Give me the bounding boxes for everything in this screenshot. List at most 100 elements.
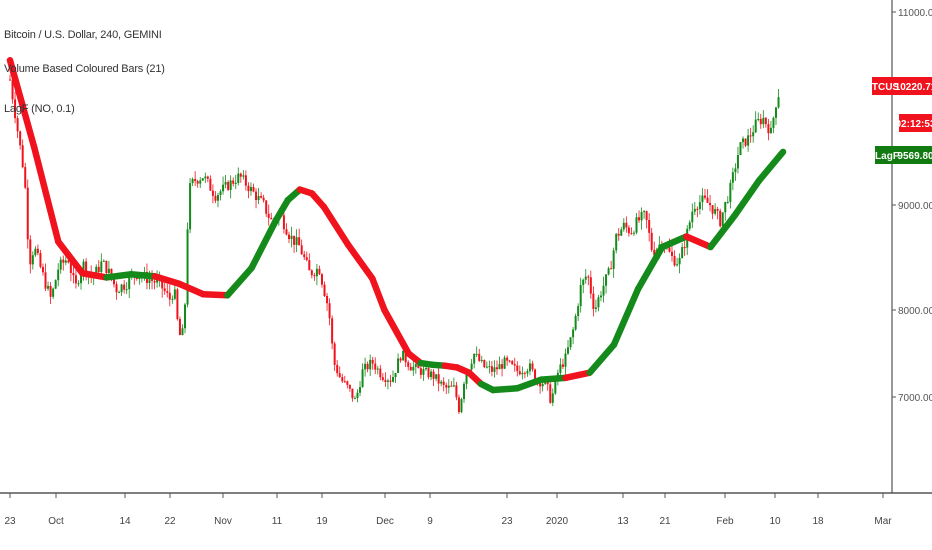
candle-body (549, 384, 552, 403)
candle-body (338, 373, 341, 378)
countdown-box (899, 114, 932, 132)
candle-body (762, 117, 765, 125)
candle-body (285, 229, 288, 235)
candle-body (470, 363, 473, 370)
candle-body (526, 371, 529, 374)
time-scale[interactable]: 23 Oct 14 22 Nov 11 19 Dec 9 23 2020 13 21 Feb 10 18 Mar (4, 493, 892, 527)
lagf-segment (683, 233, 714, 251)
candle-body (488, 366, 491, 368)
lagf-segment (344, 241, 376, 282)
candle-body (305, 257, 308, 261)
candle-body (115, 284, 118, 293)
candle-body (189, 183, 192, 230)
candle-body (343, 381, 346, 383)
candle-body (168, 292, 171, 300)
candle-body (594, 307, 597, 309)
price-scale[interactable]: 11000.00 9000.00 8000.00 7000.00 (892, 8, 932, 404)
symbol-legend[interactable]: Bitcoin / U.S. Dollar, 240, GEMINI (4, 29, 162, 41)
candle-body (498, 364, 501, 370)
lagf-label: LagF (875, 151, 899, 162)
candle-body (638, 217, 641, 221)
candle-body (247, 185, 250, 192)
candle-body (318, 268, 321, 275)
candle-body (178, 319, 181, 336)
x-tick-label: 23 (501, 516, 513, 527)
candle-body (341, 377, 344, 382)
candle-body (323, 284, 326, 296)
candle-body (62, 259, 65, 263)
candle-body (331, 318, 334, 344)
candle-body (473, 353, 476, 364)
candle-body (567, 347, 570, 354)
candle-body (480, 359, 483, 361)
candle-body (671, 251, 674, 256)
candle-body (615, 233, 618, 251)
candle-body (237, 173, 240, 183)
candle-body (295, 237, 298, 245)
candle-body (729, 182, 732, 202)
candle-body (508, 360, 511, 362)
y-tick-label: 8000.00 (898, 306, 932, 317)
candle-body (201, 178, 204, 181)
candle-body (80, 271, 83, 284)
candle-body (270, 217, 273, 220)
candle-body (36, 248, 39, 254)
lagf-segment (103, 271, 135, 281)
btcusd-value: 10220.71 (895, 82, 932, 93)
candle-body (617, 233, 620, 236)
candle-body (123, 284, 126, 290)
candle-body (744, 138, 747, 146)
candle-body (303, 254, 306, 258)
candle-body (9, 79, 11, 81)
candle-body (528, 363, 531, 372)
candle-body (199, 180, 202, 184)
candle-body (366, 363, 369, 370)
candle-body (650, 232, 653, 250)
candle-body (719, 210, 722, 227)
candle-body (255, 191, 258, 201)
candle-body (397, 358, 400, 373)
candle-body (511, 361, 514, 365)
x-tick-label: 22 (164, 516, 176, 527)
lagf-segment (248, 217, 279, 272)
candle-body (262, 197, 265, 201)
candle-body (457, 397, 460, 413)
candle-body (742, 138, 745, 143)
candle-body (381, 377, 384, 380)
candle-body (417, 364, 420, 369)
candle-body (16, 118, 19, 132)
lagf-tag: LagF 9569.80 (875, 146, 932, 164)
indicator-legend-lagf[interactable]: LagF (NO, 0.1) (4, 103, 75, 115)
candle-body (310, 270, 313, 276)
candle-body (85, 261, 88, 275)
indicator-legend-volume-bars[interactable]: Volume Based Coloured Bars (21) (4, 63, 165, 75)
candle-body (293, 235, 296, 245)
candle-body (57, 269, 60, 281)
candle-body (260, 195, 263, 198)
candle-body (630, 233, 633, 235)
lagf-segment (272, 196, 292, 224)
candle-body (313, 275, 316, 277)
lagf-segment (393, 328, 412, 357)
candle-body (402, 350, 405, 361)
candle-body (569, 337, 572, 348)
candle-body (445, 384, 448, 388)
candle-body (120, 284, 123, 293)
candle-body (328, 303, 331, 319)
candle-body (625, 222, 628, 228)
candle-body (452, 385, 455, 387)
candle-body (747, 135, 750, 146)
candle-body (554, 379, 557, 394)
candle-body (353, 398, 356, 400)
candle-body (574, 316, 577, 330)
candle-body (399, 358, 402, 361)
lagf-segment (707, 212, 738, 251)
candle-body (450, 385, 453, 387)
candle-body (475, 353, 478, 355)
candle-body (376, 368, 379, 370)
candle-body (584, 276, 587, 280)
candle-body (69, 262, 72, 273)
candle-body (333, 343, 336, 365)
candle-body (478, 353, 481, 361)
